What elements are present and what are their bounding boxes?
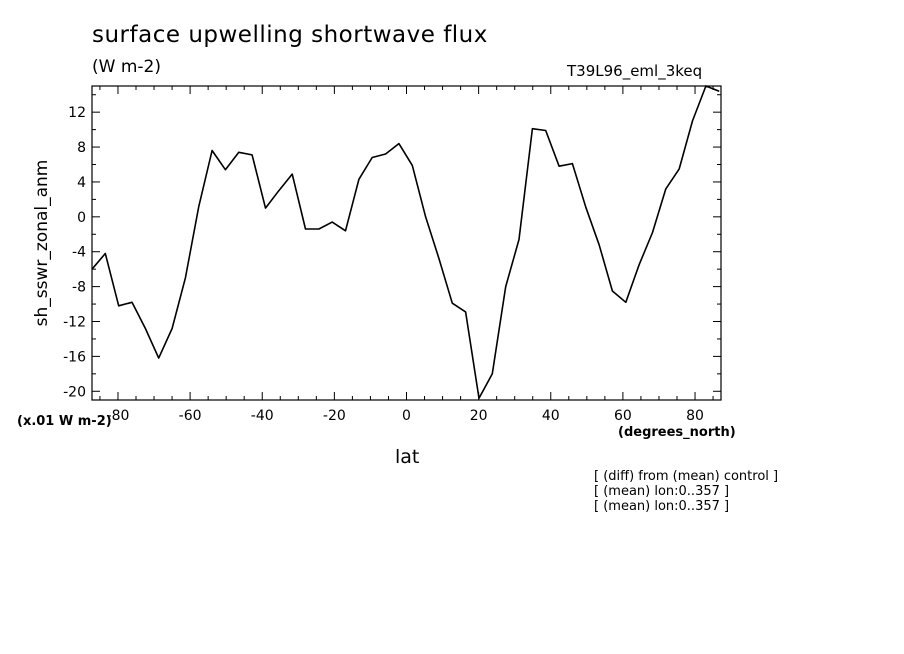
- chart-title: surface upwelling shortwave flux: [92, 22, 488, 48]
- note-line-3: [ (mean) lon:0..357 ]: [594, 499, 730, 514]
- x-tick-label: 40: [542, 408, 560, 424]
- averaging-notes: [ (diff) from (mean) control ] [ (mean) …: [594, 469, 778, 514]
- chart-units: (W m-2): [92, 57, 161, 77]
- x-axis-units: (degrees_north): [618, 425, 736, 440]
- y-axis-label: sh_sswr_zonal_anm: [32, 159, 52, 327]
- x-tick-label: -80: [107, 408, 130, 424]
- y-tick-label: -20: [63, 384, 86, 400]
- y-tick-label: 4: [77, 175, 86, 191]
- x-tick-label: 60: [614, 408, 632, 424]
- y-tick-label: -16: [63, 349, 86, 365]
- x-axis-label: lat: [395, 446, 420, 468]
- x-tick-label: -20: [323, 408, 346, 424]
- y-tick-label: 12: [68, 105, 86, 121]
- note-line-1: [ (diff) from (mean) control ]: [594, 469, 779, 484]
- x-tick-label: 80: [686, 408, 704, 424]
- x-tick-label: 20: [470, 408, 488, 424]
- y-tick-label: -4: [72, 245, 86, 261]
- series-line: [91, 85, 720, 400]
- plot-frame: [91, 85, 722, 401]
- y-axis-units: (x.01 W m-2): [17, 414, 112, 429]
- y-tick-label: -8: [72, 280, 86, 296]
- x-tick-label: 0: [402, 408, 411, 424]
- note-line-2: [ (mean) lon:0..357 ]: [594, 484, 730, 499]
- y-tick-label: 8: [77, 140, 86, 156]
- run-label: T39L96_eml_3keq: [567, 62, 703, 80]
- y-tick-label: 0: [77, 210, 86, 226]
- y-tick-label: -12: [63, 315, 86, 331]
- x-tick-label: -60: [179, 408, 202, 424]
- x-tick-label: -40: [251, 408, 274, 424]
